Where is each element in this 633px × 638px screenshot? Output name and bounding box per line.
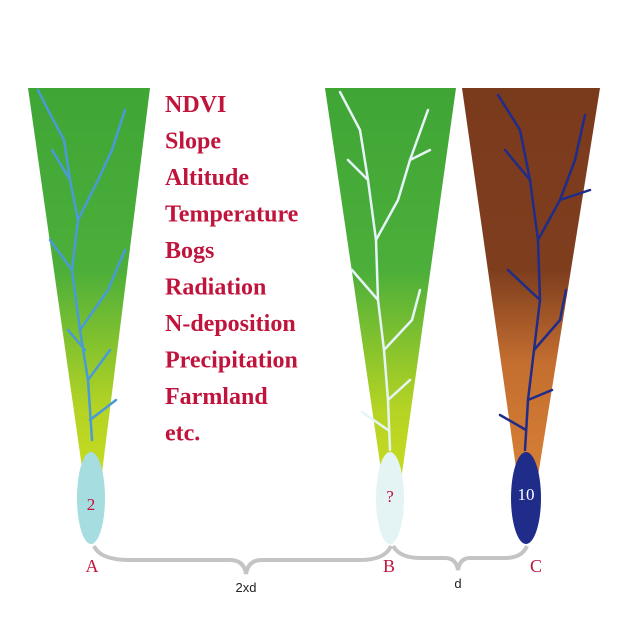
catchment-value: 10 bbox=[518, 485, 535, 504]
factor: N-deposition bbox=[165, 311, 296, 337]
distance-label: d bbox=[454, 576, 461, 591]
factor-list: NDVI Slope Altitude Temperature Bogs Radiatio… bbox=[165, 92, 299, 447]
factor: NDVI bbox=[165, 92, 226, 118]
factor: Temperature bbox=[165, 202, 299, 228]
brace bbox=[393, 546, 527, 570]
factor: Precipitation bbox=[165, 348, 298, 374]
factor: Slope bbox=[165, 129, 221, 155]
factor: Altitude bbox=[165, 165, 249, 191]
factor: Bogs bbox=[165, 238, 214, 264]
catchment-value: ? bbox=[386, 487, 394, 506]
catchment-label: C bbox=[530, 556, 542, 576]
catchment-value: 2 bbox=[87, 495, 96, 514]
factor: etc. bbox=[165, 421, 200, 447]
brace bbox=[94, 546, 391, 574]
diagram: 2 ? 10 A B C 2xd d NDVI Slope Altitude Temp… bbox=[0, 0, 633, 638]
factor: Radiation bbox=[165, 275, 266, 301]
catchment-label: B bbox=[383, 556, 395, 576]
catchment-label: A bbox=[86, 556, 99, 576]
distance-label: 2xd bbox=[236, 580, 257, 595]
factor: Farmland bbox=[165, 384, 268, 410]
